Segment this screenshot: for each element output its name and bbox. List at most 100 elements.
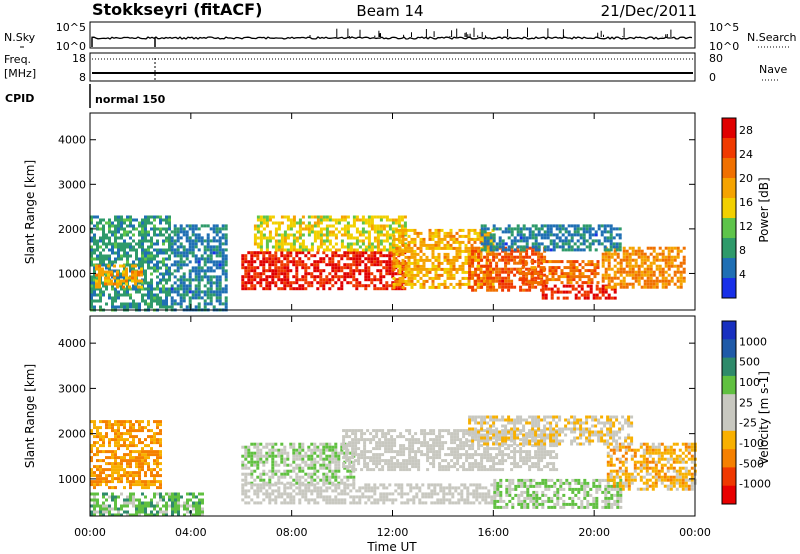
- heatmap-cell: [625, 264, 629, 268]
- heatmap-cell: [283, 498, 287, 502]
- heatmap-cell: [117, 305, 120, 309]
- heatmap-cell: [521, 281, 525, 285]
- heatmap-cell: [135, 462, 138, 466]
- heatmap-cell: [153, 495, 156, 499]
- heatmap-cell: [551, 269, 555, 273]
- heatmap-cell: [342, 435, 346, 439]
- heatmap-cell: [262, 463, 266, 467]
- heatmap-cell: [134, 270, 137, 274]
- heatmap-cell: [575, 281, 579, 285]
- heatmap-cell: [658, 246, 662, 250]
- heatmap-cell: [392, 255, 396, 259]
- heatmap-cell: [331, 275, 335, 279]
- heatmap-cell: [301, 287, 305, 291]
- heatmap-cell: [247, 466, 251, 470]
- heatmap-cell: [346, 227, 350, 231]
- heatmap-cell: [387, 459, 391, 463]
- heatmap-cell: [457, 486, 461, 490]
- heatmap-cell: [334, 227, 338, 231]
- heatmap-cell: [397, 221, 401, 225]
- heatmap-cell: [388, 254, 392, 258]
- heatmap-cell: [528, 285, 532, 289]
- heatmap-cell: [410, 276, 414, 280]
- heatmap-cell: [387, 438, 391, 442]
- heatmap-cell: [402, 465, 406, 469]
- heatmap-cell: [492, 245, 496, 249]
- heatmap-cell: [93, 293, 96, 297]
- heatmap-cell: [176, 254, 180, 258]
- heatmap-cell: [537, 245, 541, 249]
- heatmap-cell: [117, 423, 120, 427]
- heatmap-cell: [349, 224, 353, 228]
- heatmap-cell: [185, 224, 189, 228]
- heatmap-cell: [580, 284, 584, 288]
- heatmap-cell: [173, 239, 177, 243]
- heatmap-cell: [458, 285, 462, 289]
- heatmap-cell: [165, 230, 168, 234]
- heatmap-cell: [619, 270, 623, 274]
- heatmap-cell: [486, 242, 490, 246]
- heatmap-cell: [416, 264, 420, 268]
- heatmap-cell: [613, 249, 617, 253]
- heatmap-cell: [144, 221, 147, 225]
- heatmap-cell: [487, 489, 491, 493]
- heatmap-cell: [265, 260, 269, 264]
- heatmap-cell: [373, 275, 377, 279]
- heatmap-cell: [528, 236, 532, 240]
- heatmap-cell: [280, 269, 284, 273]
- heatmap-cell: [518, 269, 522, 273]
- heatmap-cell: [466, 501, 470, 505]
- heatmap-cell: [95, 282, 98, 286]
- heatmap-cell: [328, 215, 332, 219]
- heatmap-cell: [658, 267, 662, 271]
- heatmap-cell: [110, 279, 113, 283]
- heatmap-cell: [221, 266, 225, 270]
- heatmap-cell: [117, 293, 120, 297]
- heatmap-cell: [458, 264, 462, 268]
- heatmap-cell: [434, 231, 438, 235]
- heatmap-cell: [461, 249, 465, 253]
- heatmap-cell: [307, 472, 311, 476]
- heatmap-cell: [473, 237, 477, 241]
- heatmap-cell: [334, 489, 338, 493]
- heatmap-cell: [280, 248, 284, 252]
- heatmap-cell: [637, 270, 641, 274]
- heatmap-cell: [434, 258, 438, 262]
- heatmap-cell: [132, 495, 135, 499]
- heatmap-cell: [191, 242, 195, 246]
- heatmap-cell: [406, 498, 410, 502]
- heatmap-cell: [283, 486, 287, 490]
- heatmap-cell: [634, 264, 638, 268]
- heatmap-cell: [565, 284, 569, 288]
- heatmap-cell: [286, 275, 290, 279]
- heatmap-cell: [212, 245, 216, 249]
- heatmap-cell: [95, 279, 98, 283]
- heatmap-cell: [274, 266, 278, 270]
- heatmap-cell: [422, 273, 426, 277]
- heatmap-cell: [516, 255, 520, 259]
- heatmap-cell: [116, 285, 119, 289]
- heatmap-cell: [132, 245, 135, 249]
- heatmap-cell: [533, 269, 537, 273]
- heatmap-cell: [360, 453, 364, 457]
- heatmap-cell: [114, 471, 117, 475]
- heatmap-cell: [170, 302, 174, 306]
- heatmap-cell: [373, 224, 377, 228]
- heatmap-cell: [301, 278, 305, 282]
- heatmap-cell: [382, 248, 386, 252]
- heatmap-cell: [218, 230, 222, 234]
- heatmap-cell: [370, 215, 374, 219]
- heatmap-cell: [379, 233, 383, 237]
- heatmap-cell: [108, 248, 111, 252]
- heatmap-cell: [454, 486, 458, 490]
- heatmap-cell: [574, 293, 578, 297]
- heatmap-cell: [485, 261, 489, 265]
- heatmap-cell: [476, 264, 480, 268]
- heatmap-cell: [212, 269, 216, 273]
- freq-label-line1: Freq.: [4, 53, 31, 66]
- heatmap-cell: [307, 257, 311, 261]
- heatmap-cell: [313, 486, 317, 490]
- heatmap-cell: [425, 255, 429, 259]
- heatmap-cell: [182, 278, 186, 282]
- heatmap-cell: [107, 270, 110, 274]
